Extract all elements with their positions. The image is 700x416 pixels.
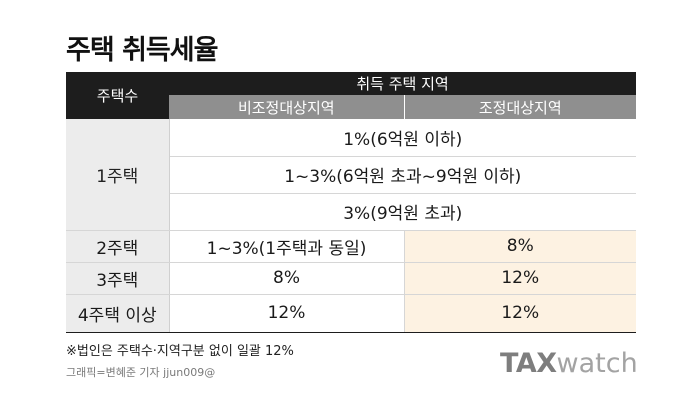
page-title: 주택 취득세율 (66, 35, 218, 66)
non-adjusted-rate: 12% (169, 294, 405, 333)
logo-bold-text: TAX (500, 348, 557, 379)
footnote: ※법인은 주택수·지역구분 없이 일괄 12% (66, 344, 294, 359)
row-label: 2주택 (66, 230, 170, 263)
house-count-header: 주택수 (66, 72, 169, 119)
table-row: 4주택 이상 12% 12% (66, 294, 636, 333)
table-row: 3주택 8% 12% (66, 262, 636, 295)
non-adjusted-header: 비조정대상지역 (169, 95, 405, 119)
non-adjusted-rate: 1~3%(1주택과 동일) (169, 230, 405, 263)
graphic-credit: 그래픽=변혜준 기자 jjun009@ (66, 366, 216, 379)
tax-rate-table: 주택수 취득 주택 지역 비조정대상지역 조정대상지역 1주택 1%(6억원 이… (66, 72, 636, 333)
one-house-rate-2: 1~3%(6억원 초과~9억원 이하) (169, 156, 636, 194)
adjusted-rate: 12% (404, 294, 636, 333)
one-house-rate-3: 3%(9억원 초과) (169, 193, 636, 231)
adjusted-header: 조정대상지역 (404, 95, 636, 119)
row-label: 4주택 이상 (66, 294, 170, 333)
logo-light-text: watch (556, 348, 638, 379)
region-group-header: 취득 주택 지역 (169, 72, 636, 95)
non-adjusted-rate: 8% (169, 262, 405, 295)
row-label: 3주택 (66, 262, 170, 295)
one-house-rate-1: 1%(6억원 이하) (169, 119, 636, 157)
adjusted-rate: 12% (404, 262, 636, 295)
taxwatch-logo: TAXwatch (500, 350, 638, 377)
adjusted-rate: 8% (404, 230, 636, 263)
table-row: 2주택 1~3%(1주택과 동일) 8% (66, 230, 636, 263)
one-house-label: 1주택 (66, 119, 170, 231)
